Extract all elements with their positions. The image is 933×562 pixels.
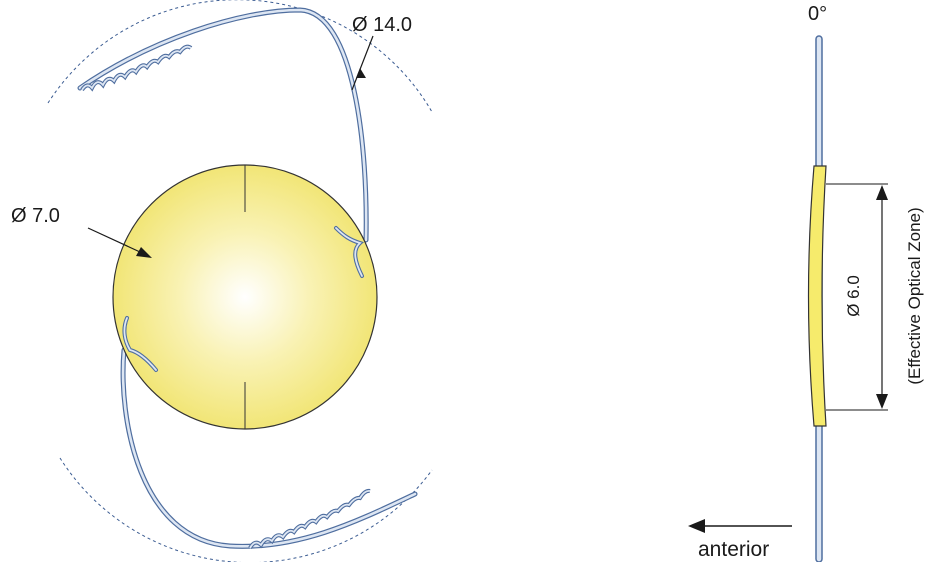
optic-diameter-leader <box>87 227 141 253</box>
optic-diameter-arrowhead <box>136 247 152 258</box>
angle-label: 0° <box>808 3 827 25</box>
haptic-junction-left <box>122 316 158 372</box>
optical-zone-diameter-label: Ø 6.0 <box>844 275 863 317</box>
haptic-diameter-arrowhead <box>356 68 366 78</box>
optic-diameter-label: Ø 7.0 <box>11 205 60 227</box>
haptic-junction-right <box>334 226 365 278</box>
optic-side-profile <box>807 165 827 427</box>
anterior-label: anterior <box>698 538 769 561</box>
haptic-diameter-leader <box>351 35 374 91</box>
optical-zone-arrowhead-top <box>876 185 888 200</box>
haptic-diameter-label: Ø 14.0 <box>352 14 412 36</box>
side-view: 0° Ø 6.0 (Effective Optical Zone) anteri… <box>688 3 924 562</box>
optical-zone-caption: (Effective Optical Zone) <box>905 207 924 384</box>
front-view: Ø 7.0 Ø 14.0 <box>11 0 433 562</box>
anterior-arrowhead <box>688 519 705 533</box>
optical-zone-arrowhead-bottom <box>876 394 888 409</box>
haptic-diameter-reference-arc-bottom <box>59 457 433 562</box>
upper-haptic <box>77 7 369 243</box>
haptic-diameter-reference-arc-top <box>47 0 433 113</box>
lower-haptic <box>120 347 418 550</box>
